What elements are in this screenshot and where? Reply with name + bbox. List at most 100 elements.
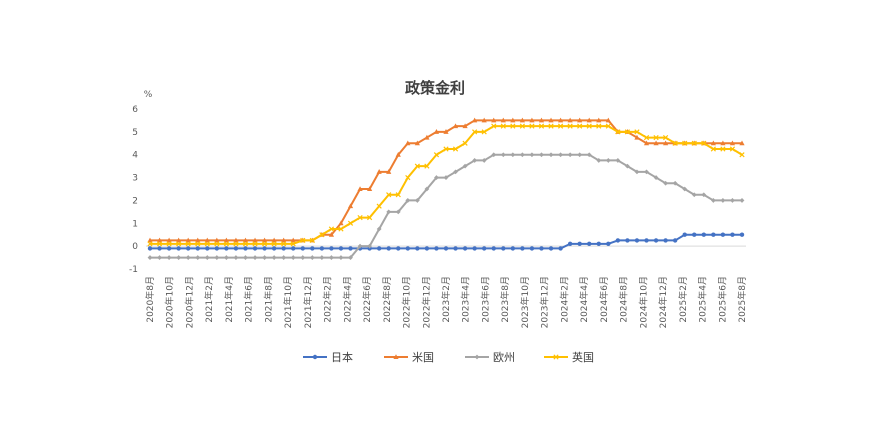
x-tick-label: 2024年2月 (558, 276, 570, 323)
data-point (281, 237, 287, 243)
data-point (424, 246, 430, 251)
data-point (386, 169, 392, 174)
data-point (739, 198, 745, 203)
data-point (434, 175, 439, 180)
data-point (500, 123, 506, 129)
x-tick-label: 2021年6月 (243, 276, 255, 323)
series-1 (147, 117, 745, 243)
data-point (348, 246, 353, 251)
data-point (396, 246, 401, 251)
data-point (405, 174, 411, 181)
x-tick-label: 2024年10月 (637, 276, 649, 328)
data-point (691, 192, 697, 198)
data-point (147, 241, 153, 247)
data-point (347, 203, 354, 209)
data-point (586, 117, 592, 123)
y-axis: -1 0 1 2 3 4 5 6 (129, 105, 138, 275)
data-point (252, 241, 258, 247)
data-point (233, 255, 239, 260)
data-point (271, 241, 277, 247)
data-point (491, 246, 496, 251)
data-point (672, 238, 678, 243)
legend: 日本 米国 欧州 英国 (303, 350, 594, 364)
data-point (548, 246, 554, 251)
data-point (474, 354, 480, 360)
data-point (195, 237, 201, 243)
data-point (414, 163, 420, 169)
data-point (205, 246, 210, 251)
data-point (319, 232, 325, 238)
x-tick-label: 2024年8月 (618, 276, 630, 323)
data-point (538, 117, 545, 123)
data-point (730, 198, 735, 203)
data-point (386, 192, 392, 198)
data-point (481, 246, 487, 251)
data-point (472, 246, 477, 251)
data-point (214, 255, 220, 260)
data-point (338, 220, 344, 226)
data-point (739, 152, 745, 158)
x-tick-label: 2021年2月 (203, 276, 215, 323)
data-point (662, 134, 669, 141)
data-point (443, 175, 449, 180)
data-point (414, 140, 420, 146)
data-point (224, 246, 229, 251)
data-point (414, 198, 420, 203)
data-point (729, 146, 736, 152)
data-point (166, 241, 172, 247)
data-point (395, 151, 401, 157)
data-point (557, 123, 564, 129)
data-point (185, 246, 191, 251)
data-point (214, 246, 220, 251)
y-tick-label: 5 (132, 128, 138, 138)
data-point (558, 246, 563, 251)
data-point (586, 152, 592, 158)
data-point (519, 117, 525, 123)
x-axis: 2020年8月 2020年10月 2020年12月 2021年2月 2021年4月 202… (144, 276, 748, 328)
x-tick-label: 2020年8月 (144, 276, 156, 323)
x-tick-label: 2023年12月 (539, 276, 551, 328)
data-point (663, 238, 668, 243)
y-tick-label: 4 (132, 151, 138, 161)
data-point (176, 246, 181, 251)
data-point (672, 140, 678, 146)
data-point (548, 117, 554, 123)
data-point (376, 246, 382, 251)
data-point (147, 255, 153, 260)
x-tick-label: 2022年12月 (420, 276, 432, 328)
data-point (386, 209, 392, 215)
data-point (548, 152, 554, 158)
data-point (281, 255, 287, 260)
series-2 (147, 152, 745, 260)
data-point (329, 255, 334, 260)
data-point (462, 140, 468, 146)
x-tick-label: 2024年12月 (657, 276, 669, 328)
data-point (281, 241, 287, 247)
series-line (150, 153, 742, 259)
x-tick-label: 2023年4月 (460, 276, 472, 323)
data-point (663, 180, 669, 186)
data-point (472, 129, 478, 135)
x-tick-label: 2022年10月 (401, 276, 413, 328)
data-point (185, 237, 191, 243)
data-point (271, 255, 277, 260)
x-tick-label: 2022年4月 (341, 276, 353, 323)
data-point (310, 246, 315, 251)
data-point (405, 246, 411, 251)
data-point (424, 163, 430, 169)
data-point (710, 198, 716, 203)
x-tick-label: 2025年4月 (697, 276, 709, 323)
data-point (519, 123, 526, 129)
data-point (376, 226, 382, 232)
legend-label: 日本 (331, 350, 353, 364)
data-point (529, 123, 535, 129)
legend-item: 日本 (303, 350, 353, 364)
data-point (204, 255, 210, 260)
data-point (672, 180, 678, 186)
x-tick-label: 2024年4月 (578, 276, 590, 323)
data-point (529, 246, 535, 251)
data-point (312, 354, 318, 360)
data-point (357, 186, 363, 191)
data-point (424, 186, 430, 192)
x-tick-label: 2022年2月 (322, 276, 334, 323)
